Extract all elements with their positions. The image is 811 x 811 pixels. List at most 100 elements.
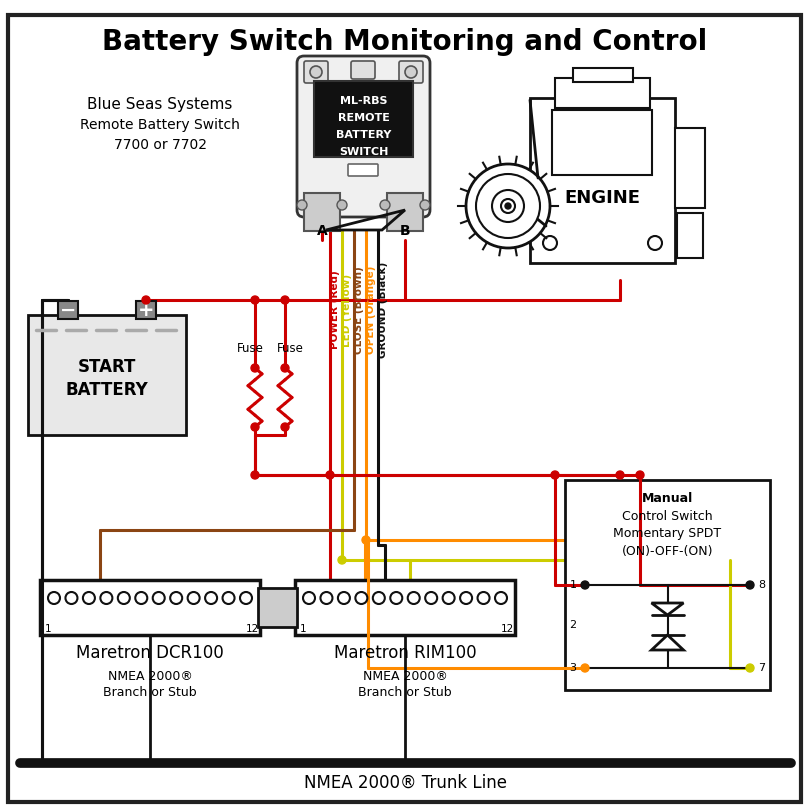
Text: CLOSE (Brown): CLOSE (Brown) [354,266,364,354]
Text: 7: 7 [758,663,766,673]
Text: REMOTE: REMOTE [337,113,389,123]
Circle shape [746,581,754,589]
FancyBboxPatch shape [40,580,260,635]
Text: POWER (Red): POWER (Red) [330,271,340,350]
Text: ENGINE: ENGINE [564,189,640,207]
Text: LED (Yellow): LED (Yellow) [342,273,352,346]
Circle shape [648,236,662,250]
FancyBboxPatch shape [677,213,703,258]
Circle shape [135,592,148,604]
Text: −: − [60,301,76,320]
FancyBboxPatch shape [28,315,186,435]
FancyBboxPatch shape [297,56,430,217]
Circle shape [501,199,515,213]
Circle shape [355,592,367,604]
Circle shape [408,592,420,604]
Text: 12: 12 [500,624,513,634]
Circle shape [240,592,252,604]
Text: 1: 1 [300,624,307,634]
Circle shape [303,592,315,604]
FancyBboxPatch shape [314,81,413,157]
Circle shape [281,364,289,372]
Text: 7700 or 7702: 7700 or 7702 [114,138,207,152]
Circle shape [338,556,346,564]
Text: NMEA 2000®: NMEA 2000® [363,671,448,684]
FancyBboxPatch shape [8,15,801,802]
FancyBboxPatch shape [348,164,378,176]
Circle shape [551,471,559,479]
Circle shape [636,471,644,479]
FancyBboxPatch shape [260,590,295,625]
FancyBboxPatch shape [387,193,423,231]
Text: Manual: Manual [642,491,693,504]
Text: GROUND (Black): GROUND (Black) [378,262,388,358]
Circle shape [251,364,259,372]
FancyBboxPatch shape [565,480,770,690]
Circle shape [466,164,550,248]
Circle shape [425,592,437,604]
Circle shape [460,592,472,604]
Circle shape [251,296,259,304]
Circle shape [338,592,350,604]
FancyBboxPatch shape [399,61,423,83]
Text: NMEA 2000®: NMEA 2000® [108,671,192,684]
Text: Fuse: Fuse [237,342,264,355]
Text: Fuse: Fuse [277,342,303,355]
Text: A: A [316,224,328,238]
Circle shape [443,592,455,604]
Text: (ON)-OFF-(ON): (ON)-OFF-(ON) [622,546,713,559]
Text: Control Switch: Control Switch [622,509,713,522]
Circle shape [495,592,507,604]
Circle shape [362,536,370,544]
Circle shape [222,592,234,604]
Circle shape [48,592,60,604]
FancyBboxPatch shape [304,193,340,231]
Circle shape [152,592,165,604]
Circle shape [616,471,624,479]
Text: SWITCH: SWITCH [339,147,388,157]
Text: OPEN (Orange): OPEN (Orange) [366,266,376,354]
Text: Remote Battery Switch: Remote Battery Switch [80,118,240,132]
Circle shape [373,592,384,604]
Text: Battery Switch Monitoring and Control: Battery Switch Monitoring and Control [102,28,708,56]
Text: 12: 12 [246,624,259,634]
FancyBboxPatch shape [552,110,652,175]
Circle shape [380,200,390,210]
Circle shape [297,200,307,210]
FancyBboxPatch shape [58,301,78,319]
FancyBboxPatch shape [675,128,705,208]
FancyBboxPatch shape [530,98,675,263]
Text: Maretron DCR100: Maretron DCR100 [76,644,224,662]
Circle shape [320,592,333,604]
Circle shape [581,664,589,672]
Text: Blue Seas Systems: Blue Seas Systems [88,97,233,113]
Text: BATTERY: BATTERY [336,130,391,140]
Circle shape [281,423,289,431]
Text: 1: 1 [569,580,577,590]
Text: NMEA 2000® Trunk Line: NMEA 2000® Trunk Line [303,774,507,792]
FancyBboxPatch shape [258,588,297,627]
Circle shape [118,592,130,604]
Text: BATTERY: BATTERY [66,381,148,399]
FancyBboxPatch shape [304,61,328,83]
Circle shape [405,66,417,78]
Text: Maretron RIM100: Maretron RIM100 [333,644,476,662]
Text: 1: 1 [45,624,51,634]
Circle shape [420,200,430,210]
FancyBboxPatch shape [351,61,375,79]
Text: Branch or Stub: Branch or Stub [103,686,197,700]
FancyBboxPatch shape [555,78,650,108]
Text: 2: 2 [569,620,577,630]
Text: ML-RBS: ML-RBS [340,96,387,106]
Circle shape [476,174,540,238]
Text: Branch or Stub: Branch or Stub [358,686,452,700]
Circle shape [101,592,113,604]
Circle shape [187,592,200,604]
Circle shape [251,471,259,479]
Circle shape [492,190,524,222]
FancyBboxPatch shape [136,301,156,319]
Text: +: + [138,301,154,320]
Circle shape [543,236,557,250]
Circle shape [581,581,589,589]
Circle shape [478,592,490,604]
